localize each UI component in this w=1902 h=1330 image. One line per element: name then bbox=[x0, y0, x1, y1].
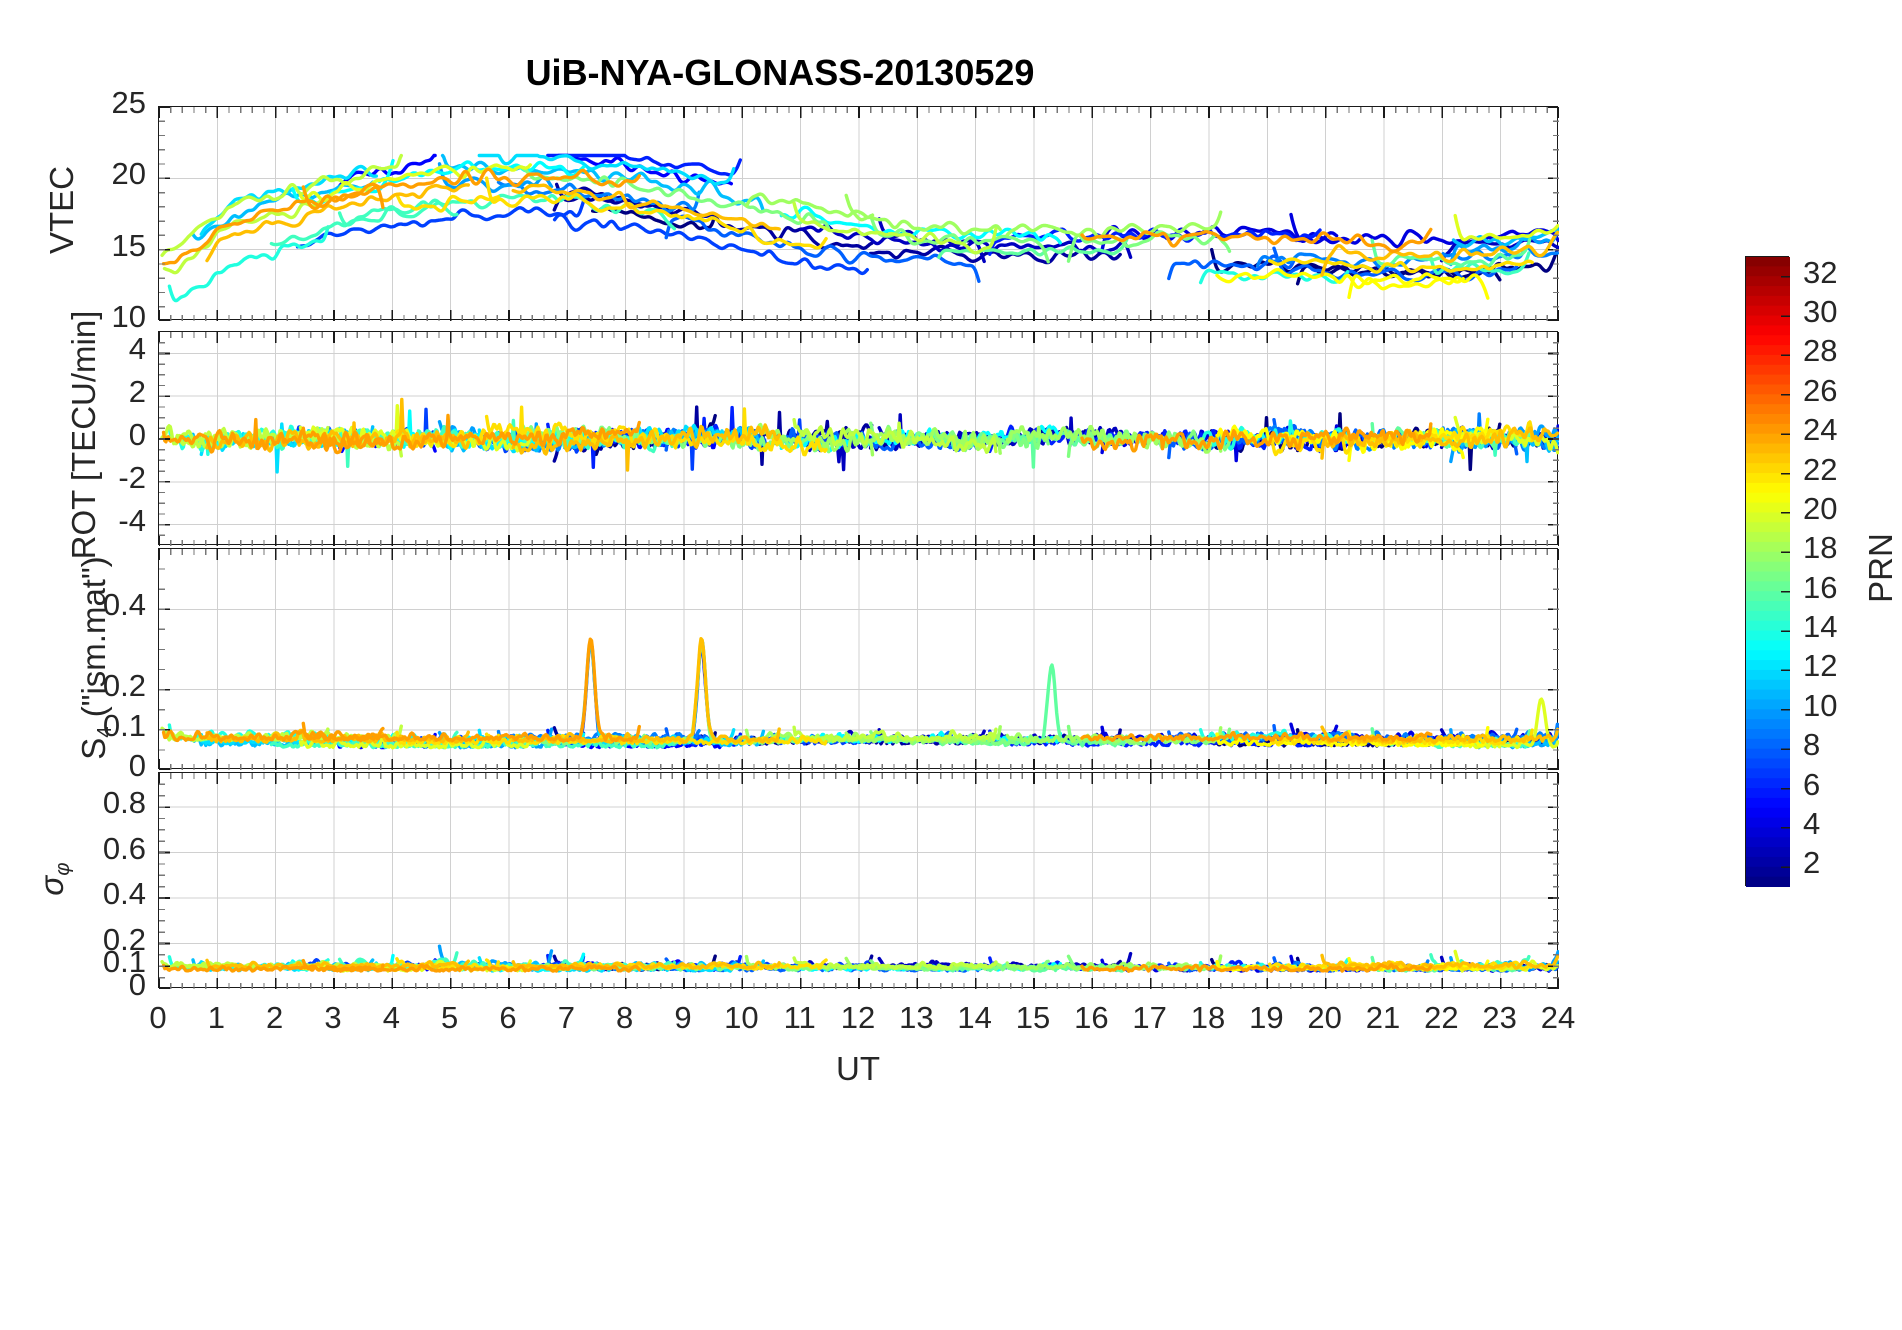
colorbar-tick-label-11: 24 bbox=[1803, 412, 1838, 448]
xtick-label-21: 21 bbox=[1365, 1000, 1401, 1035]
ytick-label-vtec-2: 20 bbox=[111, 156, 146, 192]
xtick-label-19: 19 bbox=[1249, 1000, 1284, 1035]
xtick-label-24: 24 bbox=[1540, 1000, 1576, 1035]
xtick-label-2: 2 bbox=[266, 1000, 284, 1035]
xtick-label-13: 13 bbox=[899, 1000, 934, 1035]
colorbar-tick-label-1: 4 bbox=[1803, 805, 1821, 841]
ytick-label-vtec-3: 25 bbox=[111, 85, 146, 120]
prn-colorbar bbox=[1745, 256, 1790, 887]
yaxis-label-s4: S4 ("ism.mat") bbox=[74, 555, 117, 760]
colorbar-tick-label-3: 8 bbox=[1803, 727, 1821, 763]
xtick-label-18: 18 bbox=[1190, 1000, 1226, 1035]
ytick-label-rot-2: 0 bbox=[128, 417, 146, 452]
ytick-label-sigmaphi-4: 0.6 bbox=[102, 830, 146, 866]
colorbar-tick-label-12: 26 bbox=[1803, 372, 1838, 408]
ytick-label-sigmaphi-1: 0.1 bbox=[102, 944, 146, 980]
plot-panel-vtec bbox=[158, 106, 1559, 321]
xtick-label-14: 14 bbox=[957, 1000, 992, 1035]
colorbar-tick-label-6: 14 bbox=[1803, 609, 1838, 645]
colorbar-tick-label-15: 32 bbox=[1803, 254, 1838, 290]
plot-panel-rot bbox=[158, 331, 1559, 546]
xaxis-label: UT bbox=[836, 1050, 880, 1087]
plot-panel-sigmaphi bbox=[158, 772, 1559, 989]
colorbar-tick-label-5: 12 bbox=[1803, 648, 1838, 684]
xtick-label-7: 7 bbox=[557, 1000, 575, 1035]
ytick-label-s4-2: 0.2 bbox=[102, 667, 146, 703]
xtick-label-15: 15 bbox=[1015, 1000, 1051, 1035]
xtick-label-12: 12 bbox=[840, 1000, 876, 1035]
xtick-label-4: 4 bbox=[382, 1000, 400, 1035]
ytick-label-s4-1: 0.1 bbox=[102, 707, 146, 743]
xtick-label-11: 11 bbox=[783, 1000, 816, 1035]
colorbar-tick-label-8: 18 bbox=[1803, 530, 1838, 566]
ytick-label-sigmaphi-3: 0.4 bbox=[102, 876, 146, 912]
colorbar-tick-label-2: 6 bbox=[1803, 766, 1821, 802]
colorbar-tick-label-4: 10 bbox=[1803, 687, 1838, 723]
xtick-label-16: 16 bbox=[1074, 1000, 1109, 1035]
xtick-label-17: 17 bbox=[1132, 1000, 1167, 1035]
colorbar-tick-label-10: 22 bbox=[1803, 451, 1838, 487]
ytick-label-sigmaphi-2: 0.2 bbox=[102, 921, 146, 957]
colorbar-tick-label-14: 30 bbox=[1803, 294, 1838, 330]
colorbar-tick-label-7: 16 bbox=[1803, 569, 1838, 605]
ytick-label-rot-4: 4 bbox=[128, 331, 146, 367]
ytick-label-rot-0: -4 bbox=[118, 502, 146, 538]
ytick-label-vtec-1: 15 bbox=[111, 227, 146, 263]
xtick-label-6: 6 bbox=[499, 1000, 517, 1035]
yaxis-label-sigmaphi: σφ bbox=[32, 862, 75, 896]
xtick-label-10: 10 bbox=[724, 1000, 759, 1035]
xtick-label-9: 9 bbox=[674, 1000, 692, 1035]
ytick-label-s4-3: 0.4 bbox=[102, 587, 146, 623]
xtick-label-22: 22 bbox=[1424, 1000, 1459, 1035]
colorbar-tick-label-9: 20 bbox=[1803, 490, 1838, 526]
ytick-label-rot-1: -2 bbox=[118, 459, 146, 495]
ytick-label-vtec-0: 10 bbox=[111, 299, 146, 334]
xtick-label-23: 23 bbox=[1482, 1000, 1517, 1035]
xtick-label-0: 0 bbox=[149, 1000, 167, 1035]
figure-title: UiB-NYA-GLONASS-20130529 bbox=[525, 52, 1035, 93]
ytick-label-sigmaphi-5: 0.8 bbox=[102, 785, 146, 821]
ytick-label-rot-3: 2 bbox=[128, 374, 146, 410]
xtick-label-8: 8 bbox=[616, 1000, 634, 1035]
xtick-label-1: 1 bbox=[207, 1000, 225, 1035]
xtick-label-3: 3 bbox=[324, 1000, 342, 1035]
colorbar-label: PRN bbox=[1862, 533, 1899, 603]
ytick-label-s4-0: 0 bbox=[128, 748, 146, 783]
ytick-label-sigmaphi-0: 0 bbox=[128, 967, 146, 1002]
xtick-label-5: 5 bbox=[441, 1000, 459, 1035]
plot-panel-s4 bbox=[158, 548, 1559, 770]
colorbar-tick-label-13: 28 bbox=[1803, 333, 1838, 369]
colorbar-tick-label-0: 2 bbox=[1803, 845, 1821, 881]
xtick-label-20: 20 bbox=[1307, 1000, 1342, 1035]
